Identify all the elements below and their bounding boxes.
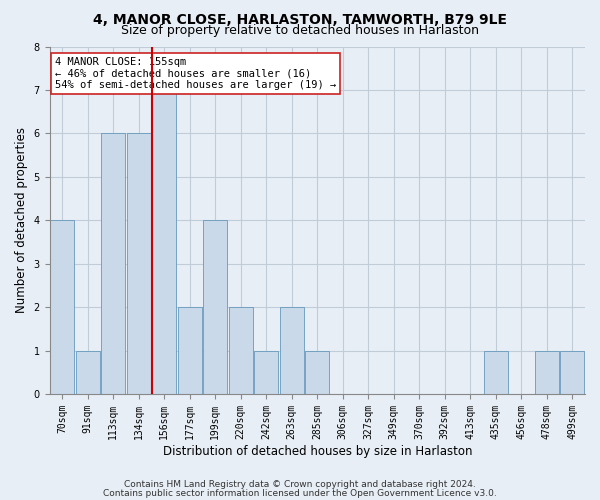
Text: Size of property relative to detached houses in Harlaston: Size of property relative to detached ho…	[121, 24, 479, 37]
X-axis label: Distribution of detached houses by size in Harlaston: Distribution of detached houses by size …	[163, 444, 472, 458]
Bar	[535, 350, 559, 394]
Bar	[305, 350, 329, 394]
Bar	[101, 134, 125, 394]
Bar	[152, 90, 176, 394]
Bar	[560, 350, 584, 394]
Bar	[50, 220, 74, 394]
Text: 4 MANOR CLOSE: 155sqm
← 46% of detached houses are smaller (16)
54% of semi-deta: 4 MANOR CLOSE: 155sqm ← 46% of detached …	[55, 57, 336, 90]
Text: Contains HM Land Registry data © Crown copyright and database right 2024.: Contains HM Land Registry data © Crown c…	[124, 480, 476, 489]
Text: Contains public sector information licensed under the Open Government Licence v3: Contains public sector information licen…	[103, 488, 497, 498]
Bar	[178, 307, 202, 394]
Bar	[229, 307, 253, 394]
Bar	[127, 134, 151, 394]
Bar	[254, 350, 278, 394]
Text: 4, MANOR CLOSE, HARLASTON, TAMWORTH, B79 9LE: 4, MANOR CLOSE, HARLASTON, TAMWORTH, B79…	[93, 12, 507, 26]
Bar	[280, 307, 304, 394]
Bar	[76, 350, 100, 394]
Y-axis label: Number of detached properties: Number of detached properties	[15, 127, 28, 313]
Bar	[484, 350, 508, 394]
Bar	[203, 220, 227, 394]
